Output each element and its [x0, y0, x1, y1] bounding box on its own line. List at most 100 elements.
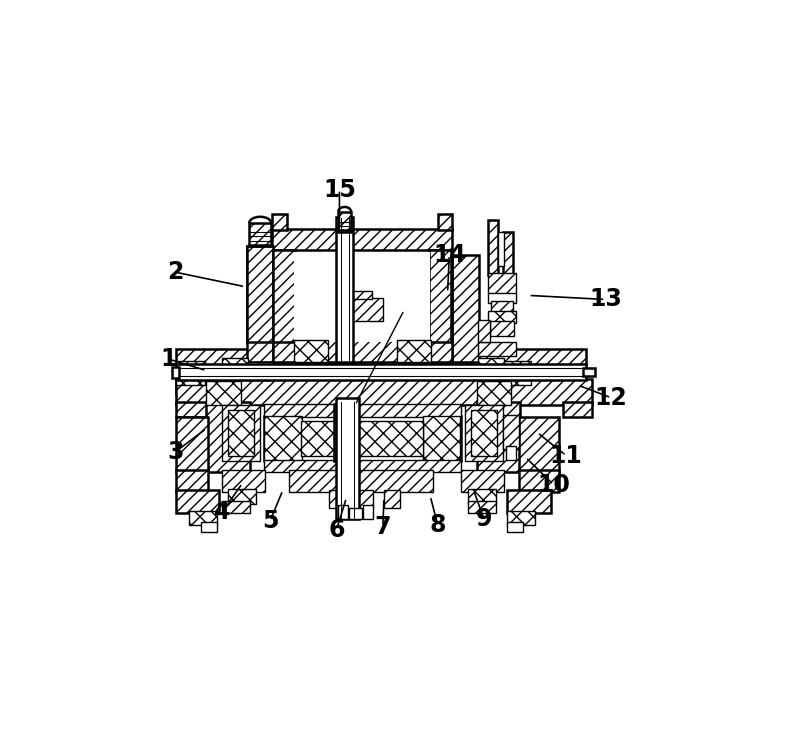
Bar — [479, 348, 586, 381]
Bar — [478, 358, 504, 381]
Bar — [222, 470, 266, 492]
Bar — [478, 342, 516, 356]
Bar — [176, 348, 251, 381]
Bar — [422, 416, 460, 461]
Bar — [172, 366, 178, 378]
Text: 15: 15 — [323, 177, 356, 201]
Bar — [583, 368, 595, 376]
Bar — [176, 364, 586, 381]
Bar — [502, 360, 531, 385]
Bar — [176, 403, 208, 417]
Bar — [338, 505, 348, 519]
Bar — [488, 220, 498, 275]
Bar — [518, 417, 559, 472]
Bar — [502, 415, 518, 448]
Bar — [334, 403, 357, 461]
Bar — [357, 490, 373, 508]
Bar — [538, 378, 586, 394]
Bar — [176, 379, 592, 406]
Bar — [176, 378, 225, 394]
Bar — [273, 340, 452, 362]
Text: 1: 1 — [160, 347, 177, 371]
Bar — [228, 411, 254, 456]
Text: 13: 13 — [589, 288, 622, 312]
Bar — [490, 321, 514, 336]
Bar — [507, 522, 523, 532]
Bar — [488, 292, 516, 303]
Bar — [176, 417, 208, 472]
Text: 5: 5 — [262, 509, 278, 533]
Text: 12: 12 — [595, 386, 628, 410]
Bar — [272, 229, 452, 252]
Bar — [468, 501, 495, 514]
Bar — [502, 232, 513, 275]
Bar — [468, 489, 495, 504]
Bar — [302, 421, 422, 456]
Bar — [264, 460, 461, 472]
Bar — [465, 405, 502, 461]
Bar — [201, 522, 217, 532]
Bar — [507, 490, 550, 514]
Bar — [477, 381, 511, 406]
Bar — [563, 403, 592, 417]
Bar — [477, 403, 520, 472]
Bar — [478, 320, 490, 342]
Bar — [338, 212, 351, 232]
Bar — [329, 490, 346, 508]
Text: 4: 4 — [214, 500, 230, 524]
Bar — [336, 398, 359, 519]
Bar — [452, 255, 479, 362]
Polygon shape — [247, 362, 273, 381]
Bar — [222, 501, 250, 514]
Bar — [272, 214, 287, 230]
Bar — [398, 340, 431, 362]
Bar — [350, 508, 362, 519]
Bar — [222, 405, 260, 461]
Text: 10: 10 — [537, 472, 570, 496]
Bar — [506, 446, 517, 460]
Bar — [206, 403, 250, 472]
Text: 3: 3 — [167, 439, 184, 463]
Bar — [247, 246, 273, 342]
Bar — [222, 358, 248, 381]
Text: 7: 7 — [374, 514, 391, 538]
Bar — [176, 470, 208, 492]
Text: 6: 6 — [328, 517, 345, 541]
Bar — [488, 311, 516, 323]
Bar — [470, 411, 497, 456]
Bar — [461, 470, 504, 492]
Bar — [189, 511, 217, 525]
Text: 14: 14 — [433, 243, 466, 267]
Bar — [429, 250, 451, 342]
Bar — [273, 250, 452, 342]
Bar — [498, 232, 504, 267]
Bar — [250, 223, 271, 246]
Bar — [518, 470, 559, 492]
Bar — [488, 273, 516, 294]
Text: 11: 11 — [550, 444, 582, 468]
Bar — [176, 360, 205, 385]
Bar — [294, 340, 328, 362]
Bar — [491, 301, 513, 312]
Bar — [507, 511, 535, 525]
Bar — [384, 490, 400, 508]
Bar — [336, 217, 354, 362]
Bar — [294, 252, 430, 342]
Bar — [352, 291, 373, 300]
Text: 9: 9 — [476, 507, 492, 531]
Bar — [438, 214, 452, 230]
Bar — [362, 505, 373, 519]
Bar — [342, 298, 383, 321]
Bar — [206, 381, 241, 406]
Bar — [264, 404, 461, 417]
Bar — [228, 489, 256, 504]
Bar — [264, 416, 461, 461]
Bar — [273, 250, 295, 342]
Polygon shape — [247, 362, 273, 381]
Bar — [289, 470, 433, 492]
Text: 8: 8 — [430, 513, 446, 537]
Text: 2: 2 — [168, 261, 184, 285]
Bar — [176, 490, 219, 514]
Bar — [264, 416, 302, 461]
Bar — [247, 246, 273, 362]
